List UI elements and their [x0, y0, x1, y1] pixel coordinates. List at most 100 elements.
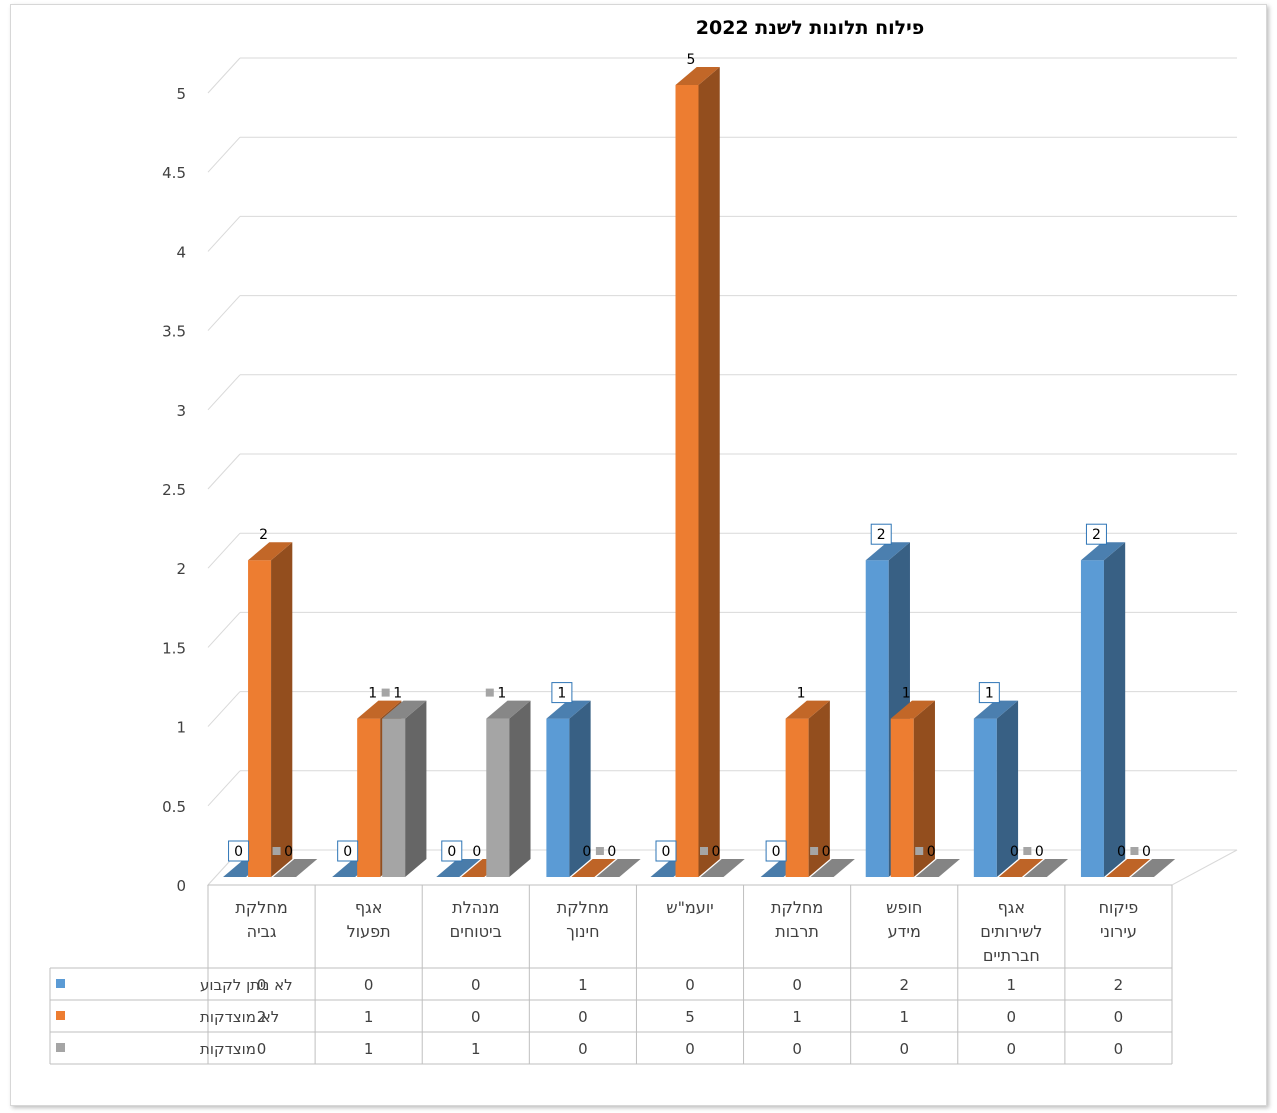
- bar-flat: [915, 859, 960, 877]
- y-tick-label: 5: [176, 85, 186, 103]
- data-label: 5: [687, 52, 696, 68]
- bar: [382, 700, 427, 877]
- bar-top: [486, 700, 531, 719]
- category-label: מידע: [888, 922, 921, 941]
- bar-top: [382, 700, 427, 719]
- table-value: 5: [685, 1008, 695, 1026]
- gridline-side: [207, 532, 241, 569]
- data-label-legend-key: [272, 847, 281, 855]
- category-label: מנהלת: [452, 898, 499, 917]
- bar-front: [382, 718, 406, 877]
- category-label: תפעול: [347, 922, 391, 941]
- table-value: 0: [1007, 1040, 1017, 1058]
- bar-flat: [571, 859, 616, 877]
- bar-top: [1080, 542, 1126, 561]
- bar-top: [248, 542, 293, 561]
- table-value: 2: [257, 1008, 267, 1026]
- data-label-box: [1085, 523, 1107, 545]
- bar-flat: [700, 859, 745, 877]
- bar: [998, 859, 1044, 877]
- bar-flat: [1130, 859, 1176, 877]
- y-tick-label: 4.5: [162, 164, 186, 182]
- data-label: 0: [1035, 844, 1044, 860]
- data-label-legend-key: [595, 847, 604, 855]
- y-axis: 0 0.5 1 1.5 2 2.5 3 3.5 4 4.5 5: [162, 85, 186, 895]
- table-value: 1: [471, 1040, 481, 1058]
- bar: [675, 67, 720, 877]
- bar-front: [486, 718, 510, 877]
- table-value: 2: [899, 976, 909, 994]
- category-label: מחלקת: [771, 898, 823, 917]
- y-tick-label: 2: [176, 560, 186, 578]
- data-label: 2: [877, 527, 886, 543]
- data-label: 0: [284, 844, 293, 860]
- data-label-legend-key: [1130, 847, 1139, 855]
- bar: [890, 700, 935, 877]
- table-value: 1: [899, 1008, 909, 1026]
- bar-side: [698, 67, 720, 877]
- bar-side: [271, 542, 293, 877]
- table-value: 0: [471, 976, 481, 994]
- data-label-legend-key: [485, 688, 494, 697]
- data-label: 0: [1010, 844, 1019, 860]
- category-label: אגף: [355, 898, 383, 917]
- bar: [1105, 859, 1151, 877]
- bar-flat: [810, 859, 855, 877]
- table-value: 0: [792, 976, 802, 994]
- bar-flat: [998, 859, 1044, 877]
- bar: [571, 859, 616, 877]
- bar-flat: [1023, 859, 1069, 877]
- bar-side: [913, 700, 935, 877]
- category-label: יועמ"ש: [666, 898, 714, 917]
- data-label-box: [765, 840, 787, 862]
- table-value: 0: [792, 1040, 802, 1058]
- gridline-side: [207, 295, 241, 331]
- bar-side: [808, 700, 830, 877]
- gridline-side: [207, 57, 241, 94]
- data-label-box: [228, 840, 250, 862]
- bar-top: [675, 67, 720, 85]
- bar-side: [405, 700, 427, 877]
- data-label-box: [441, 840, 463, 862]
- bar-side: [996, 700, 1019, 877]
- bar-front: [865, 560, 889, 877]
- bar: [915, 859, 960, 877]
- data-label: 0: [472, 844, 481, 860]
- data-label-box: [655, 840, 677, 862]
- table-value: 0: [685, 1040, 695, 1058]
- bar-front: [675, 85, 699, 877]
- bar-top: [865, 542, 910, 561]
- data-label: 1: [393, 686, 402, 702]
- table-value: 0: [257, 976, 267, 994]
- bar-flat: [273, 859, 318, 877]
- bar-front: [357, 718, 381, 877]
- table-value: 0: [1114, 1008, 1124, 1026]
- y-tick-label: 0.5: [162, 798, 186, 816]
- bar: [973, 700, 1019, 877]
- data-label: 2: [1092, 527, 1101, 543]
- data-label: 2: [259, 527, 268, 543]
- bar-flat: [596, 859, 641, 877]
- data-label-legend-key: [1023, 847, 1032, 855]
- data-label: 0: [1117, 844, 1126, 860]
- table-value: 0: [578, 1040, 588, 1058]
- data-label: 0: [582, 844, 591, 860]
- table-value: 0: [685, 976, 695, 994]
- data-label: 0: [927, 844, 936, 860]
- y-tick-label: 3: [176, 402, 186, 420]
- data-label: 1: [902, 686, 911, 702]
- data-label: 0: [234, 844, 243, 860]
- bar: [273, 859, 318, 877]
- data-label: 1: [557, 686, 566, 702]
- data-label: 0: [822, 844, 831, 860]
- table-value: 1: [364, 1008, 374, 1026]
- gridline-side: [207, 216, 241, 252]
- data-label-legend-key: [810, 847, 819, 855]
- data-label: 0: [343, 844, 352, 860]
- gridline-side: [207, 136, 241, 173]
- data-label: 0: [447, 844, 456, 860]
- data-label-legend-key: [381, 688, 390, 697]
- bar-top: [973, 700, 1019, 719]
